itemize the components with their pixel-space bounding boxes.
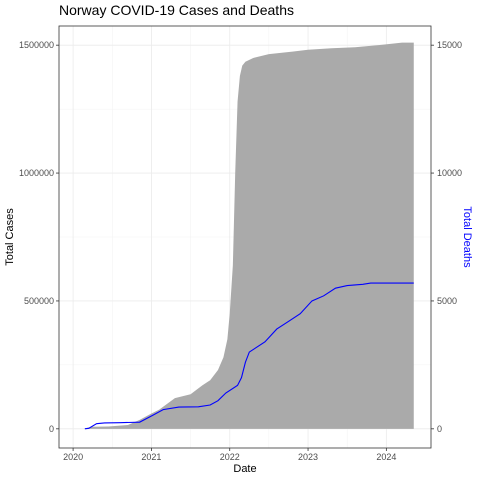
y2-tick-label: 0 bbox=[437, 424, 442, 434]
series-total-cases-area bbox=[84, 42, 414, 429]
y2-tick-label: 15000 bbox=[437, 40, 462, 50]
chart-title: Norway COVID-19 Cases and Deaths bbox=[59, 2, 294, 18]
y-tick-label: 500000 bbox=[24, 296, 54, 306]
x-tick-label: 2024 bbox=[376, 452, 396, 462]
cases-area-layer bbox=[84, 42, 414, 429]
x-tick-label: 2021 bbox=[141, 452, 161, 462]
y-tick-label: 1000000 bbox=[19, 168, 54, 178]
y2-tick-label: 10000 bbox=[437, 168, 462, 178]
y-axis-title: Total Cases bbox=[4, 208, 16, 266]
y2-axis-title: Total Deaths bbox=[461, 206, 473, 268]
x-axis-title: Date bbox=[233, 463, 256, 475]
x-tick-label: 2023 bbox=[298, 452, 318, 462]
y2-tick-label: 5000 bbox=[437, 296, 457, 306]
y-tick-label: 1500000 bbox=[19, 40, 54, 50]
x-tick-label: 2022 bbox=[220, 452, 240, 462]
series-total-deaths-line bbox=[84, 282, 414, 430]
axis-ticks: 2020 2021 2022 2023 202405000001000000150000… bbox=[19, 40, 462, 462]
y-tick-label: 0 bbox=[49, 424, 54, 434]
x-tick-label: 2020 bbox=[63, 452, 83, 462]
plot-panel-border bbox=[58, 25, 432, 449]
deaths-line-layer bbox=[84, 282, 414, 430]
